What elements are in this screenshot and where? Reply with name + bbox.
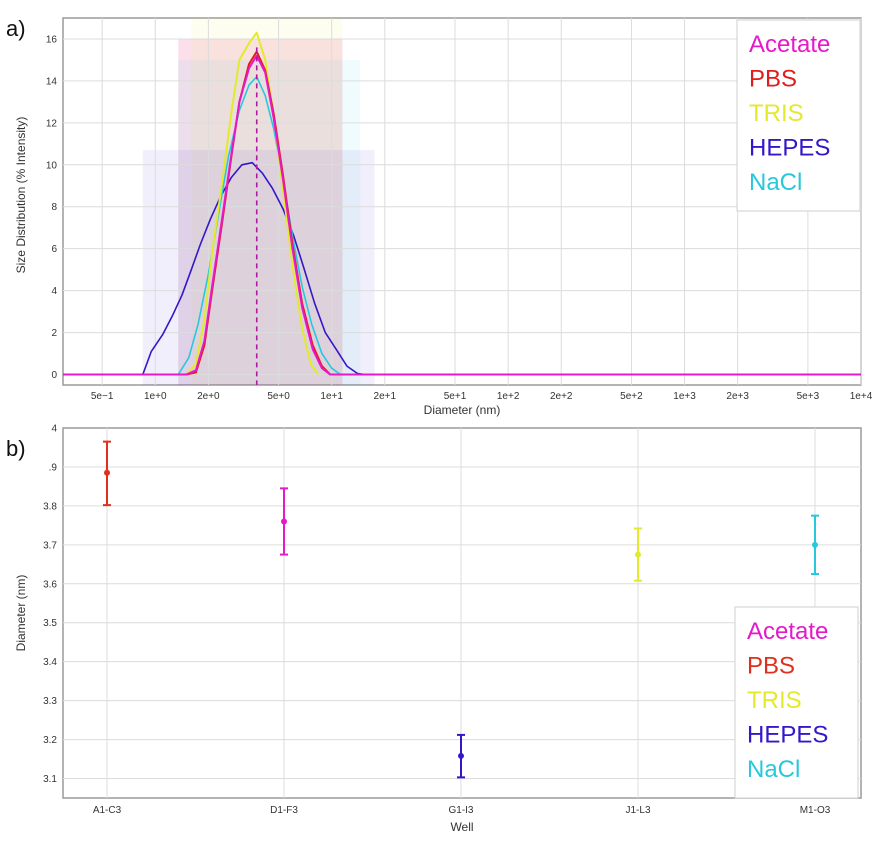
panel-b-plot-area (62, 427, 862, 799)
legend-item-pbs: PBS (747, 653, 795, 680)
x-tick-label-a1-c3: A1-C3 (93, 805, 122, 816)
panel-b-y-axis-title: Diameter (nm) (14, 575, 28, 652)
mean-point-m1-o3 (812, 541, 818, 548)
error-bar-point-a1-c3 (103, 440, 111, 507)
legend-item-tris: TRIS (747, 687, 802, 714)
panel-a-x-ticks: 5e−1 1e+0 2e+0 5e+0 1e+1 2e+1 5e+1 1e+2 2e+2 5e+2… (91, 391, 873, 402)
x-tick-label-1e-1: 1e+1 (320, 391, 343, 402)
y-tick-label-3-4: 3.4 (43, 657, 57, 668)
panel-b-y-ticks: 3.1 3.2 3.3 3.4 3.5 3.6 3.7 3.8 .9 4 (43, 424, 57, 786)
legend-item-nacl: NaCl (749, 169, 802, 196)
y-tick-label-4: 4 (51, 286, 57, 297)
x-tick-label-5e-1: 5e+1 (444, 391, 467, 402)
mean-point-d1-f3 (281, 518, 287, 525)
mean-point-j1-l3 (635, 551, 641, 558)
y-tick-label-0: 0 (51, 370, 57, 381)
y-tick-label-2: 2 (51, 328, 57, 339)
series-line-hepes (142, 161, 366, 376)
panel-b-x-axis-title: Well (450, 820, 473, 834)
x-tick-label-5e-0: 5e+0 (267, 391, 290, 402)
y-tick-label-3-5: 3.5 (43, 618, 57, 629)
x-tick-label-d1-f3: D1-F3 (270, 805, 298, 816)
panel-b-x-ticks: A1-C3 D1-F3 G1-I3 J1-L3 M1-O3 (93, 805, 831, 816)
mean-point-a1-c3 (104, 469, 110, 476)
panel-a-series-lines (63, 31, 861, 385)
series-line-tris (185, 31, 320, 376)
y-tick-label-3-2: 3.2 (43, 735, 57, 746)
y-tick-label-16: 16 (46, 34, 58, 45)
x-tick-label-2e-3: 2e+3 (726, 391, 749, 402)
x-tick-label-1e-3: 1e+3 (673, 391, 696, 402)
panel-a-range-shades (142, 18, 375, 385)
panel-a-y-ticks: 0 2 4 6 8 10 12 14 16 (46, 34, 58, 381)
range-shade-hepes (142, 150, 375, 385)
y-tick-label-3-6: 3.6 (43, 579, 57, 590)
series-line-nacl (177, 75, 341, 376)
y-tick-label-10: 10 (46, 160, 58, 171)
x-tick-label-1e-0: 1e+0 (144, 391, 167, 402)
x-tick-label-g1-i3: G1-I3 (448, 805, 473, 816)
x-tick-label-2e-1: 2e+1 (374, 391, 397, 402)
panel-a-legend-box (736, 19, 861, 212)
y-tick-label-6: 6 (51, 244, 57, 255)
x-tick-label-5e-1: 5e−1 (91, 391, 114, 402)
legend-item-hepes: HEPES (749, 135, 830, 162)
legend-item-acetate: Acetate (749, 31, 830, 58)
panel-b-label: b) (6, 436, 26, 461)
series-line-acetate (63, 54, 861, 376)
y-tick-label-4: 4 (51, 424, 57, 435)
panel-a-legend: Acetate PBS TRIS HEPES NaCl (736, 19, 861, 212)
y-tick-label-3-1: 3.1 (43, 774, 57, 785)
y-tick-label-3-8: 3.8 (43, 501, 57, 512)
x-tick-label-2e-2: 2e+2 (550, 391, 573, 402)
x-tick-label-m1-o3: M1-O3 (800, 805, 831, 816)
panel-b-points (103, 440, 819, 779)
panel-a-y-axis-title: Size Distribution (% Intensity) (14, 117, 28, 274)
x-tick-label-j1-l3: J1-L3 (625, 805, 650, 816)
x-tick-label-2e-0: 2e+0 (197, 391, 220, 402)
x-tick-label-1e-2: 1e+2 (497, 391, 520, 402)
panel-b-chart: 3.1 3.2 3.3 3.4 3.5 3.6 3.7 3.8 .9 4 A1-C3 D1-F3 G1… (14, 424, 862, 834)
panel-b-legend-box (734, 606, 859, 799)
y-tick-label-3-7: 3.7 (43, 540, 57, 551)
mean-point-g1-i3 (458, 752, 464, 759)
x-tick-label-1e-4: 1e+4 (850, 391, 873, 402)
error-bar-point-g1-i3 (457, 733, 465, 779)
error-bar-point-j1-l3 (634, 527, 642, 582)
y-tick-label-8: 8 (51, 202, 57, 213)
y-tick-label-9: .9 (49, 462, 58, 473)
panel-a-x-axis-title: Diameter (nm) (424, 403, 501, 417)
legend-item-hepes: HEPES (747, 722, 828, 749)
x-tick-label-5e-3: 5e+3 (797, 391, 820, 402)
legend-item-nacl: NaCl (747, 756, 800, 783)
error-bar-point-m1-o3 (811, 514, 819, 576)
panel-a-label: a) (6, 16, 26, 41)
legend-item-acetate: Acetate (747, 618, 828, 645)
legend-item-pbs: PBS (749, 66, 797, 93)
x-tick-label-5e-2: 5e+2 (620, 391, 643, 402)
error-bar-point-d1-f3 (280, 487, 288, 556)
y-tick-label-3-3: 3.3 (43, 696, 57, 707)
y-tick-label-12: 12 (46, 118, 58, 129)
legend-item-tris: TRIS (749, 100, 804, 127)
panel-b-legend: Acetate PBS TRIS HEPES NaCl (734, 606, 859, 799)
y-tick-label-14: 14 (46, 76, 58, 87)
